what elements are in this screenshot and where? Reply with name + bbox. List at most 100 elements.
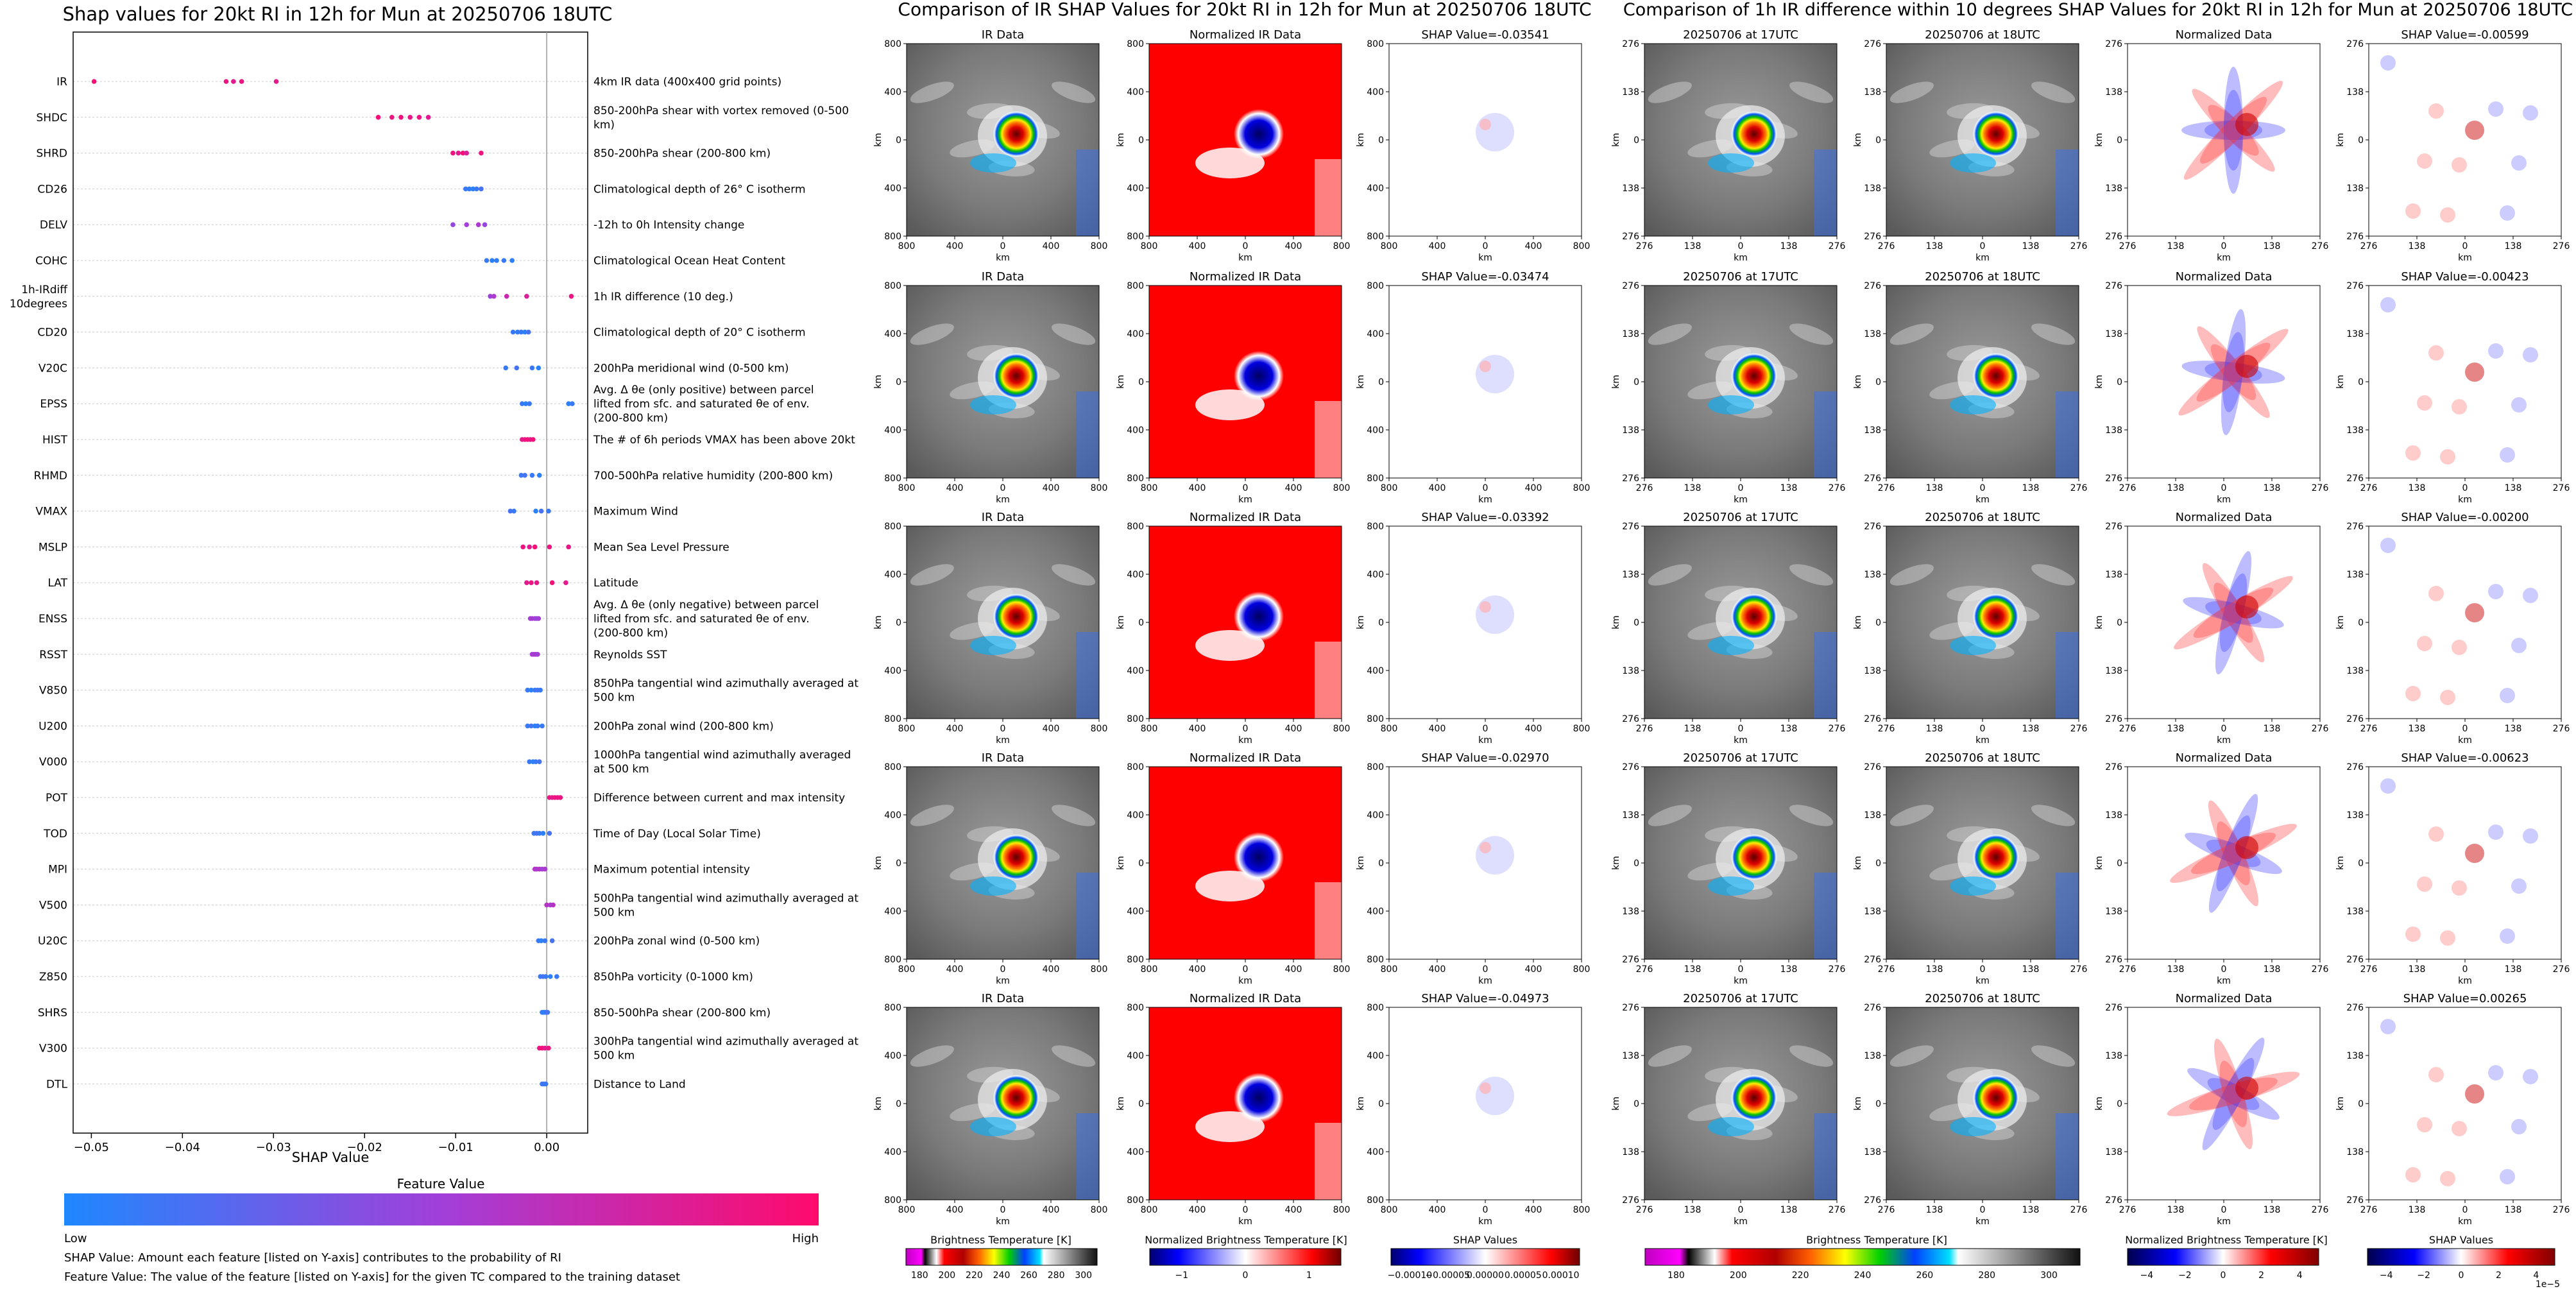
storm-core [1973,111,2019,157]
x-tick-label: 0 [1980,241,1986,252]
cloud-streak [1648,1045,1692,1067]
x-tick-label: 276 [2553,964,2570,975]
ir-col-title: IR Data [982,511,1025,524]
cloud-streak [2031,1045,2076,1067]
diffshap-blob [2452,157,2467,173]
storm-core [1973,1075,2019,1121]
y-tick-label: 0 [1378,1099,1384,1109]
diffshap-blob [2452,880,2467,896]
diff-shap-title: SHAP Value=-0.00599 [2401,28,2529,42]
cloud-streak [1889,81,1934,103]
x-tick-label: 138 [2264,724,2281,734]
diff-shap-title: SHAP Value=-0.00200 [2401,511,2529,524]
y-tick-label: 138 [1864,907,1881,917]
diffshap-blob [2380,297,2396,312]
x-tick-label: 0 [1738,724,1744,734]
diffnorm-swirl [2178,329,2289,416]
x-tick-label: 276 [2070,483,2088,493]
diffshap-blob [2417,153,2432,169]
shap-point [549,580,555,585]
shap-point [550,902,556,908]
x-tick-label: 276 [2553,483,2570,493]
x-tick-label: 276 [1878,241,1895,252]
y-tick-label: 276 [2105,522,2122,532]
diffnorm-swirl [2205,601,2262,625]
x-axis-unit: km [2458,253,2472,263]
feature-label: VMAX [35,506,67,518]
x-tick-label: 400 [1525,241,1542,252]
x-axis-unit: km [1734,495,1748,505]
feature-label: U200 [38,720,67,733]
x-tick-label: 138 [1926,1205,1943,1215]
x-tick-label: 800 [1333,964,1351,975]
colorbar-tick-label: 0.00010 [1542,1270,1580,1281]
storm-core [1973,353,2019,399]
feature-label-line: CD26 [37,183,67,196]
feature-label: ENSS [38,613,67,626]
colorbar-tick-label: 280 [1978,1270,1995,1281]
y-tick-label: 800 [884,714,901,724]
y-tick-label: 400 [1367,425,1384,436]
x-tick-label: 138 [2505,724,2522,734]
shap-point [532,544,538,550]
y-tick-label: 800 [1127,1003,1144,1013]
x-tick-label: 0 [1483,241,1488,252]
feature-label: U20C [38,935,67,948]
diffshap-blob [2440,1171,2455,1186]
feature-label-line: V850 [39,685,67,697]
y-tick-label: 0 [1633,858,1639,869]
diffshap-blob [2380,1019,2396,1034]
storm-core [993,1075,1039,1121]
beeswarm-plot-area [73,31,588,1134]
x-axis-unit: km [1478,735,1492,746]
y-tick-label: 276 [1864,39,1881,49]
diffnorm-core [2235,355,2258,378]
shap-point [529,580,534,585]
colorbar-tick-label: 260 [1916,1270,1933,1281]
shap-point [223,79,229,84]
feature-description: 200hPa meridional wind (0-500 km) [593,362,789,375]
feature-description-line: (200-800 km) [593,627,668,640]
x-axis-unit: km [1734,1216,1748,1227]
feature-label: V20C [38,362,67,375]
y-tick-label: 138 [2346,570,2364,580]
cloud-streak [1889,323,1934,345]
y-tick-label: 138 [2346,184,2364,194]
convective-band [970,153,1016,173]
diffnorm-swirl [2192,89,2275,172]
x-axis-unit: km [1238,976,1252,986]
y-tick-label: 0 [2117,1099,2122,1109]
diffshap-blob [2417,636,2432,651]
x-tick-label: 276 [1636,1205,1653,1215]
feature-label-line: CD20 [37,327,67,339]
shap-point [535,652,540,657]
convective-band [1708,153,1754,173]
beeswarm-x-ticks: −0.05 −0.04 −0.03 −0.02 −0.01 0.00 [74,1133,559,1154]
shap-point [482,222,488,228]
diffshap-blob [2417,395,2432,411]
feature-description: Avg. Δ θe (only negative) between parcel… [593,599,819,640]
x-tick-label: 138 [1780,1205,1798,1215]
x-tick-label: 138 [1780,241,1798,252]
x-tick-label: 800 [898,1205,916,1215]
shap-point [508,508,513,514]
feature-description-line: Distance to Land [593,1078,686,1091]
convective-band [1708,395,1754,414]
ir-col-title: IR Data [982,751,1025,765]
x-tick-label: −0.04 [165,1141,200,1154]
feature-label: V000 [39,756,67,769]
y-tick-label: 0 [1378,135,1384,146]
x-tick-label: 800 [1141,483,1158,493]
x-tick-label: 400 [1189,964,1206,975]
x-axis-unit: km [996,735,1010,746]
feature-description: 4km IR data (400x400 grid points) [593,76,781,89]
x-tick-label: 0 [2462,1205,2468,1215]
feature-label: MSLP [38,541,67,554]
ir-cbar2-ticks: −1 0 1 [1175,1270,1311,1281]
feature-description: 1000hPa tangential wind azimuthally aver… [593,749,851,776]
x-axis-unit: km [996,1216,1010,1227]
feature-label-line: SHDC [36,112,67,124]
diffnorm-swirl [2206,839,2261,867]
y-tick-label: 0 [2117,858,2122,869]
feature-label-line: SHRD [37,148,67,160]
